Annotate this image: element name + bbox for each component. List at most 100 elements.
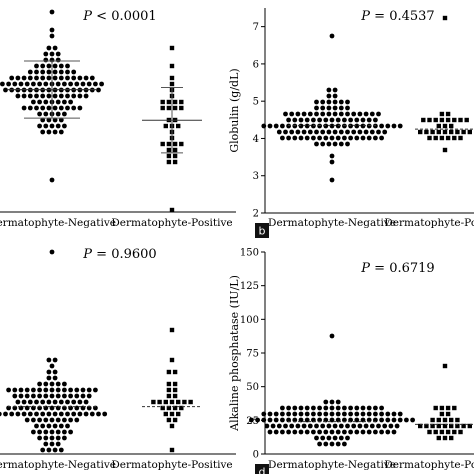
data-point bbox=[157, 399, 162, 405]
data-point bbox=[295, 423, 301, 429]
data-point bbox=[329, 153, 335, 159]
data-point bbox=[376, 129, 381, 135]
data-point bbox=[31, 417, 36, 423]
data-point bbox=[360, 135, 366, 141]
data-point bbox=[55, 417, 61, 423]
data-point bbox=[166, 105, 172, 111]
data-point bbox=[62, 417, 67, 423]
data-point bbox=[46, 117, 52, 123]
data-point bbox=[34, 399, 39, 405]
data-point bbox=[427, 117, 432, 123]
data-point bbox=[360, 117, 366, 123]
data-point bbox=[169, 75, 175, 81]
data-point bbox=[46, 75, 52, 81]
data-point bbox=[326, 87, 332, 93]
data-point bbox=[43, 123, 49, 129]
data-point bbox=[385, 429, 391, 435]
data-point bbox=[329, 429, 335, 435]
data-point bbox=[427, 429, 432, 435]
data-point bbox=[323, 429, 329, 435]
data-point bbox=[62, 429, 67, 435]
data-point bbox=[34, 69, 39, 75]
data-point bbox=[436, 435, 441, 441]
data-point bbox=[338, 111, 344, 117]
data-point bbox=[289, 423, 295, 429]
data-point bbox=[366, 429, 372, 435]
data-point bbox=[71, 69, 77, 75]
y-tick-label: 125 bbox=[240, 281, 259, 292]
data-point bbox=[166, 381, 172, 387]
data-point bbox=[452, 429, 457, 435]
data-point bbox=[169, 411, 175, 417]
data-point bbox=[58, 75, 64, 81]
data-point bbox=[292, 405, 298, 411]
data-point bbox=[342, 441, 347, 447]
data-point bbox=[326, 99, 332, 105]
data-point bbox=[34, 75, 39, 81]
data-point bbox=[360, 429, 366, 435]
x-category-label: Dermatophyte-Positive bbox=[111, 459, 232, 471]
data-point bbox=[373, 135, 378, 141]
data-point bbox=[458, 135, 463, 141]
data-point bbox=[445, 111, 451, 117]
data-point bbox=[307, 111, 313, 117]
data-point bbox=[65, 69, 70, 75]
data-point bbox=[436, 417, 441, 423]
data-point bbox=[43, 381, 49, 387]
data-point bbox=[329, 411, 335, 417]
data-point bbox=[40, 63, 46, 69]
data-point bbox=[77, 75, 83, 81]
data-point bbox=[89, 411, 95, 417]
data-point bbox=[439, 135, 445, 141]
data-point bbox=[335, 135, 341, 141]
data-point bbox=[62, 387, 67, 393]
data-point bbox=[65, 75, 70, 81]
data-point bbox=[55, 435, 61, 441]
data-point bbox=[163, 123, 168, 129]
data-point bbox=[37, 81, 42, 87]
data-point bbox=[31, 99, 36, 105]
data-point bbox=[286, 411, 291, 417]
data-point bbox=[40, 411, 46, 417]
data-point bbox=[348, 117, 353, 123]
data-point bbox=[172, 153, 178, 159]
data-point bbox=[283, 129, 288, 135]
y-tick-label: 5 bbox=[253, 97, 259, 108]
data-point bbox=[452, 135, 457, 141]
data-point bbox=[323, 411, 329, 417]
data-point bbox=[455, 423, 460, 429]
data-point bbox=[52, 93, 58, 99]
data-point bbox=[342, 135, 347, 141]
data-point bbox=[311, 117, 316, 123]
data-point bbox=[96, 87, 101, 93]
data-point bbox=[289, 129, 295, 135]
data-point bbox=[37, 123, 42, 129]
data-point bbox=[267, 123, 273, 129]
data-point bbox=[270, 423, 276, 429]
y-tick-label: 4 bbox=[253, 134, 259, 145]
data-point bbox=[43, 417, 49, 423]
data-point bbox=[345, 99, 350, 105]
x-category-label: Dermatophyte-Negative bbox=[268, 459, 396, 471]
data-point bbox=[335, 441, 341, 447]
data-point bbox=[34, 423, 39, 429]
data-point bbox=[52, 411, 58, 417]
data-point bbox=[49, 177, 55, 183]
data-point bbox=[37, 387, 42, 393]
data-point bbox=[298, 117, 304, 123]
data-point bbox=[37, 417, 42, 423]
data-point bbox=[160, 99, 165, 105]
data-point bbox=[320, 129, 326, 135]
data-point bbox=[338, 435, 344, 441]
data-point bbox=[55, 99, 61, 105]
data-point bbox=[345, 105, 350, 111]
data-point bbox=[74, 417, 80, 423]
data-point bbox=[345, 435, 350, 441]
data-point bbox=[295, 111, 301, 117]
data-point bbox=[166, 387, 172, 393]
y-tick-label: 75 bbox=[246, 349, 259, 360]
data-point bbox=[467, 129, 472, 135]
data-point bbox=[442, 123, 448, 129]
data-point bbox=[169, 63, 175, 69]
data-point bbox=[21, 93, 27, 99]
